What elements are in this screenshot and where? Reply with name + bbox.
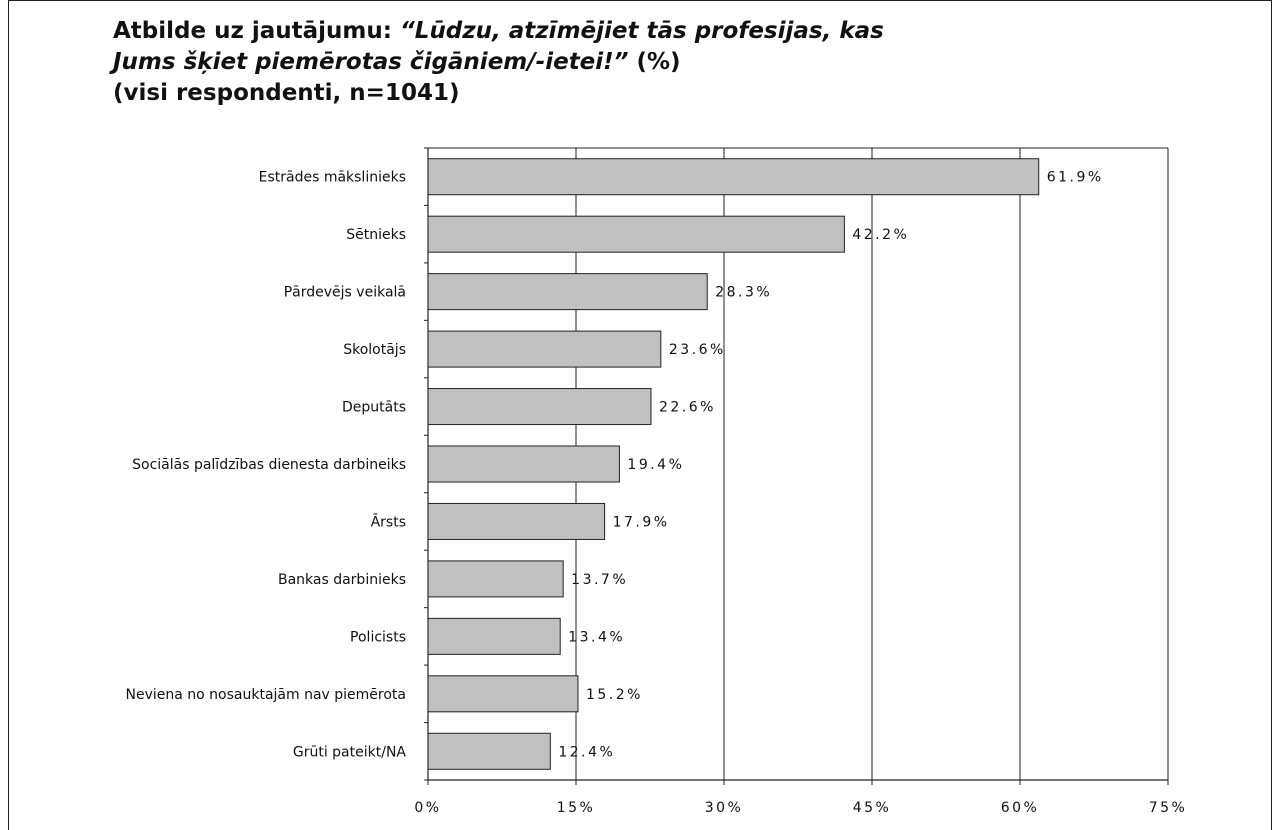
category-label: Sētnieks — [346, 227, 406, 243]
value-label: 15.2% — [586, 687, 643, 703]
value-label: 12.4% — [558, 744, 615, 760]
value-label: 17.9% — [613, 514, 670, 530]
bar — [427, 158, 1040, 196]
category-label: Pārdevējs veikalā — [284, 285, 406, 301]
category-label: Grūti pateikt/NA — [293, 744, 407, 760]
bar — [427, 732, 551, 770]
title-unit: (%) — [628, 49, 681, 75]
bar — [427, 330, 662, 368]
value-label: 22.6% — [659, 400, 716, 416]
chart-frame — [8, 0, 1272, 830]
value-label: 13.4% — [568, 629, 625, 645]
x-tick-label: 60% — [1001, 800, 1040, 816]
bar — [427, 502, 606, 540]
category-label: Estrādes mākslinieks — [259, 170, 406, 186]
bar — [427, 675, 579, 713]
value-label: 28.3% — [715, 285, 772, 301]
x-tick-label: 75% — [1149, 800, 1188, 816]
title-prefix: Atbilde uz jautājumu: — [113, 18, 400, 44]
category-label: Bankas darbinieks — [278, 572, 406, 588]
title-line-1: Atbilde uz jautājumu: “Lūdzu, atzīmējiet… — [113, 16, 884, 47]
x-tick-label: 0% — [414, 800, 441, 816]
title-question-part-1: “Lūdzu, atzīmējiet tās profesijas, kas — [399, 18, 884, 44]
category-label: Policists — [350, 629, 406, 645]
category-label: Ārsts — [371, 513, 406, 530]
bar — [427, 445, 620, 483]
bar — [427, 273, 708, 311]
title-question-part-2: Jums šķiet piemērotas čigāniem/-ietei!” — [113, 49, 629, 75]
bar — [427, 560, 564, 598]
chart-title: Atbilde uz jautājumu: “Lūdzu, atzīmējiet… — [113, 16, 884, 109]
category-label: Deputāts — [342, 400, 406, 416]
x-tick-label: 30% — [705, 800, 744, 816]
category-label: Skolotājs — [343, 342, 406, 358]
category-label: Sociālās palīdzības dienesta darbineiks — [132, 457, 406, 473]
value-label: 19.4% — [627, 457, 684, 473]
title-line-2: Jums šķiet piemērotas čigāniem/-ietei!” … — [113, 47, 884, 78]
x-tick-label: 15% — [557, 800, 596, 816]
category-label: Neviena no nosauktajām nav piemērota — [126, 687, 407, 703]
chart-subtitle: (visi respondenti, n=1041) — [113, 80, 460, 106]
value-label: 13.7% — [571, 572, 628, 588]
value-label: 42.2% — [852, 227, 909, 243]
bar — [427, 617, 561, 655]
bar — [427, 388, 652, 426]
value-label: 23.6% — [669, 342, 726, 358]
value-label: 61.9% — [1047, 170, 1104, 186]
x-tick-label: 45% — [853, 800, 892, 816]
bar — [427, 215, 845, 253]
